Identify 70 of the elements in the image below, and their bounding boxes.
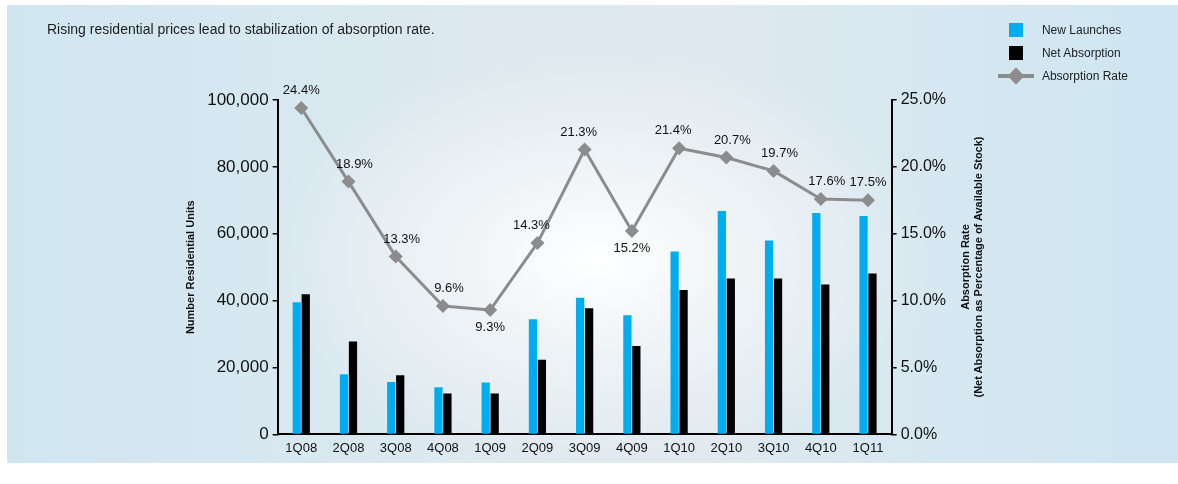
data-label: 21.3% [560,123,598,139]
x-tick-label: 3Q10 [757,439,790,455]
point [341,174,356,189]
x-tick-label: 2Q10 [710,439,743,455]
data-label: 19.7% [761,144,799,160]
x-tick-label: 1Q08 [285,439,318,455]
data-label: 24.4% [282,82,321,98]
legend-label: Net Absorption [1041,45,1121,60]
bar [434,387,443,434]
data-label: 14.3% [512,217,551,233]
point [294,101,309,116]
x-tick-label: 4Q08 [427,439,459,455]
y2-axis-title: Absorption Rate (Net Absorption as Percentage of Available Stock) [959,136,985,398]
x-tick-label: 1Q10 [663,439,696,455]
data-label: 15.2% [613,240,651,256]
y-tick-label: 100,000 [207,89,269,109]
data-label: 18.9% [336,155,374,171]
point [388,249,403,264]
y-tick-label: 0 [259,424,269,444]
y2-tick-label: 25.0% [900,90,947,108]
bar [623,315,632,434]
point [719,150,734,165]
point [813,191,828,206]
bar [528,319,538,434]
bar [339,374,349,434]
bar [387,381,396,434]
point [766,163,781,178]
legend-label: New Launches [1041,22,1122,37]
bar [670,251,679,434]
bar [481,382,490,434]
y-axis-title: Number Residential Units [183,200,196,335]
data-label: 21.4% [654,122,692,138]
y-tick-label: 60,000 [216,223,269,243]
x-tick-label: 2Q09 [521,439,554,455]
point [577,142,592,157]
y-tick-label: 40,000 [216,290,269,310]
data-label: 9.6% [434,280,465,296]
x-tick-label: 4Q09 [615,439,648,455]
x-tick-label: 3Q08 [379,439,412,455]
x-tick-label: 1Q11 [852,439,884,455]
y-tick-label: 80,000 [216,156,269,176]
x-tick-label: 4Q10 [804,439,837,455]
chart-title: Rising residential prices lead to stabilization of absorption rate. [47,21,435,37]
bar [292,302,301,434]
data-label: 17.5% [849,174,887,190]
point [483,303,498,317]
y2-tick-label: 15.0% [900,224,947,242]
y2-tick-label: 20.0% [900,157,947,175]
point [624,224,639,239]
point [672,141,687,156]
x-tick-label: 3Q09 [568,439,601,455]
data-label: 20.7% [713,131,752,147]
y-tick-label: 20,000 [216,357,269,377]
y2-tick-label: 10.0% [900,291,947,309]
bar [717,211,726,434]
point [530,236,545,251]
point [861,193,876,208]
data-label: 17.6% [808,173,846,189]
x-tick-label: 1Q09 [474,439,507,455]
x-tick-label: 2Q08 [332,439,365,455]
bar [764,240,774,434]
point [435,298,450,313]
y2-tick-label: 5.0% [900,357,938,375]
bar [812,213,821,434]
y2-tick-label: 0.0% [900,424,938,442]
bar [576,297,585,434]
bar [859,216,868,434]
data-label: 9.3% [475,319,506,335]
data-label: 13.3% [383,230,421,246]
legend-label: Absorption Rate [1041,68,1128,83]
